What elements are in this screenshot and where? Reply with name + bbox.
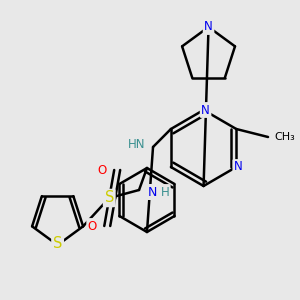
Text: S: S <box>53 236 62 250</box>
Text: S: S <box>105 190 114 206</box>
Text: N: N <box>201 103 210 116</box>
Text: N: N <box>234 160 243 173</box>
Text: HN: HN <box>128 139 145 152</box>
Text: O: O <box>88 220 97 232</box>
Text: O: O <box>98 164 107 176</box>
Text: N: N <box>204 20 213 34</box>
Text: N: N <box>148 185 158 199</box>
Text: H: H <box>160 185 169 199</box>
Text: CH₃: CH₃ <box>274 132 295 142</box>
